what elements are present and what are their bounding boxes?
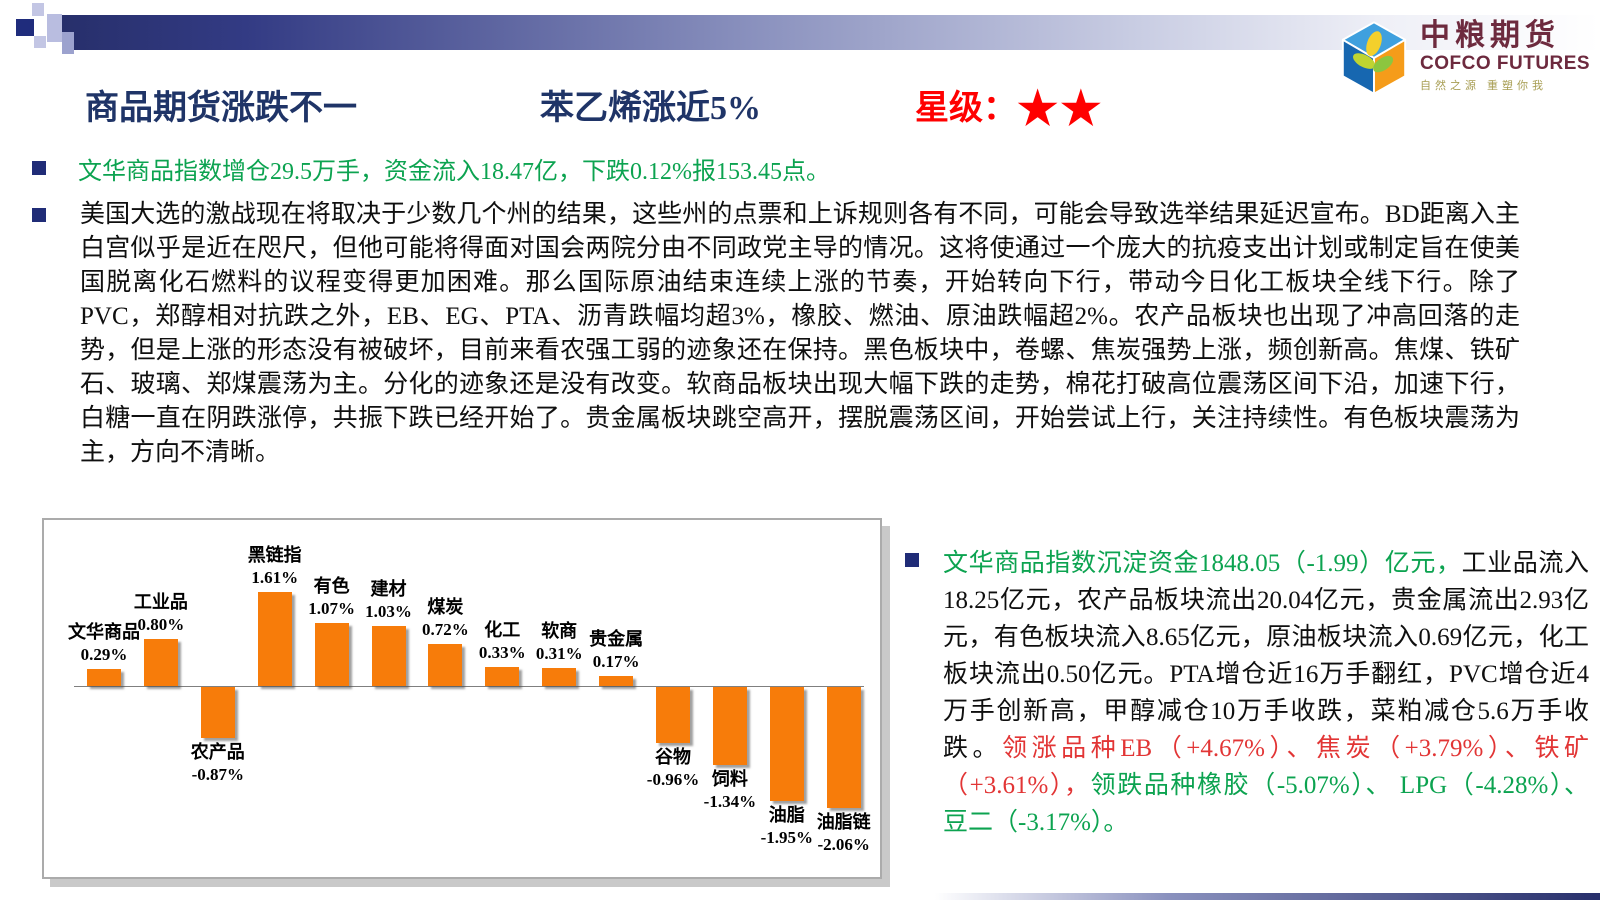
footer-gradient-bar <box>935 893 1600 900</box>
cofco-logo-text: 中粮期货 COFCO FUTURES 自然之源 重塑你我 <box>1420 20 1590 94</box>
logo-name-cn: 中粮期货 <box>1420 19 1560 52</box>
chart-bar <box>769 687 804 801</box>
chart-bar <box>428 644 463 686</box>
chart-bar-label: 煤炭 0.72% <box>422 597 469 639</box>
chart-bar-label: 建材 1.03% <box>365 579 412 621</box>
bullet-marker <box>32 161 46 175</box>
chart-bar <box>314 623 349 686</box>
chart-bar-label: 农产品 -0.87% <box>190 742 245 784</box>
chart-zero-axis <box>74 686 864 687</box>
chart-plot: 文华商品 0.29% 工业品 0.80% 农产品 -0.87% 黑链指 1.61% 有色 1.07… <box>44 520 880 877</box>
chart-bar-label: 饲料 -1.34% <box>703 769 757 811</box>
star-rating-label: 星级： <box>915 90 1017 127</box>
bullet-marker <box>32 208 46 222</box>
chart-bar <box>485 667 520 686</box>
top-gainers: 领涨品种EB（+4.67%）、焦炭（+3.79%）、铁矿（+3.61%）， <box>943 735 1589 799</box>
fund-flow-summary: 文华商品指数沉淀资金1848.05（-1.99）亿元， <box>943 550 1462 577</box>
chart-bar <box>712 687 747 765</box>
chart-bar <box>656 687 690 743</box>
decor-square <box>47 14 62 42</box>
chart-bar <box>371 626 406 686</box>
chart-bar-label: 文华商品 0.29% <box>68 622 140 664</box>
chart-bar <box>143 639 178 686</box>
chart-bar <box>599 676 634 686</box>
top-losers: 领跌品种橡胶（-5.07%）、 LPG（-4.28%）、 豆二（-3.17%）。 <box>943 772 1589 836</box>
page-title-main: 商品期货涨跌不一 <box>85 90 357 127</box>
star-icons: ★★ <box>1017 83 1104 134</box>
logo-tagline: 自然之源 重塑你我 <box>1420 80 1548 92</box>
page-title-sub: 苯乙烯涨近5% <box>540 90 761 127</box>
cofco-logo: 中粮期货 COFCO FUTURES 自然之源 重塑你我 <box>1336 20 1590 101</box>
chart-bar-label: 软商 0.31% <box>535 621 583 663</box>
decor-square <box>32 3 44 16</box>
chart-bar-label: 贵金属 0.17% <box>589 629 644 671</box>
sector-change-chart: 文华商品 0.29% 工业品 0.80% 农产品 -0.87% 黑链指 1.61% 有色 1.07… <box>42 518 882 879</box>
chart-bar <box>542 668 577 686</box>
right-bullet-text: 文华商品指数沉淀资金1848.05（-1.99）亿元，工业品流入18.25亿元，… <box>943 545 1589 841</box>
bullet-marker <box>905 553 919 567</box>
cofco-logo-icon <box>1336 20 1412 101</box>
chart-bar <box>87 669 121 686</box>
chart-bar-label: 有色 1.07% <box>308 576 355 618</box>
fund-flow-detail: 工业品流入18.25亿元，农产品板块流出20.04亿元，贵金属流出2.93亿元，… <box>943 550 1589 762</box>
chart-bar-label: 油脂 -1.95% <box>760 805 814 847</box>
chart-bar-label: 谷物 -0.96% <box>646 747 700 789</box>
chart-bar-label: 工业品 0.80% <box>133 592 188 634</box>
decor-square <box>34 36 46 48</box>
chart-bar <box>200 687 235 738</box>
chart-bar <box>826 687 861 808</box>
chart-bar <box>257 592 292 686</box>
decor-square <box>16 19 34 36</box>
bullet1-text: 文华商品指数增仓29.5万手，资金流入18.47亿，下跌0.12%报153.45… <box>78 159 830 185</box>
star-rating: 星级：★★ <box>915 80 1103 135</box>
chart-bar-label: 化工 0.33% <box>478 620 526 662</box>
bullet2-text: 美国大选的激战现在将取决于少数几个州的结果，这些州的点票和上诉规则各有不同，可能… <box>80 201 1520 466</box>
decor-square <box>62 32 74 54</box>
chart-bar-label: 油脂链 -2.06% <box>816 812 871 854</box>
logo-name-en: COFCO FUTURES <box>1420 53 1591 74</box>
chart-bar-label: 黑链指 1.61% <box>247 545 302 587</box>
